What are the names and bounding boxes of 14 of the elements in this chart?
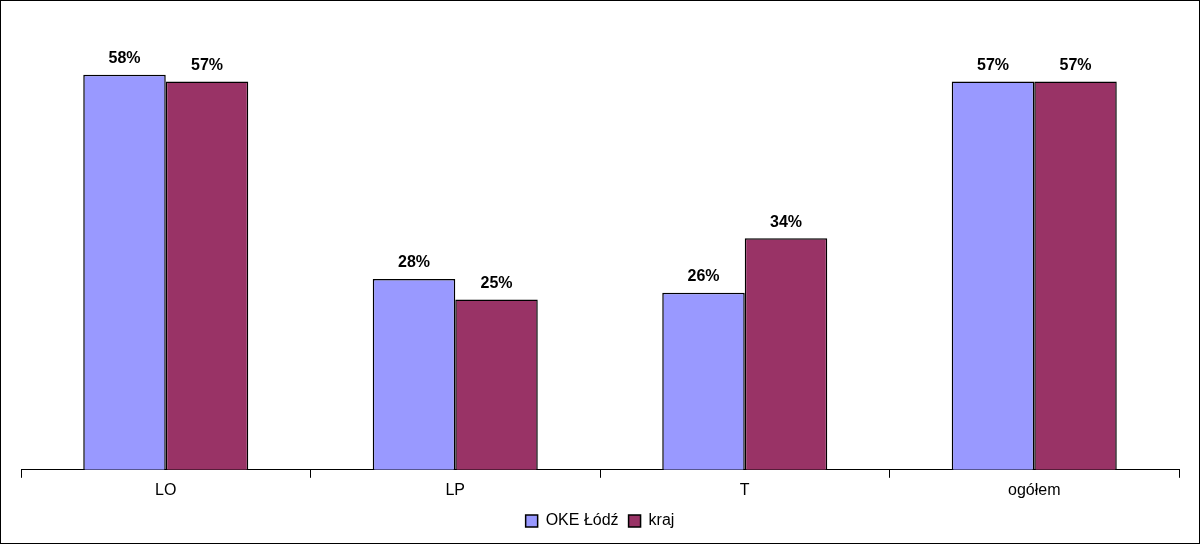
legend-label: kraj (648, 511, 675, 529)
data-label: 34% (769, 212, 803, 230)
data-label: 25% (480, 273, 513, 291)
data-label: 57% (976, 55, 1010, 73)
data-label: 57% (1059, 55, 1092, 73)
x-tick-label: LO (155, 480, 177, 498)
x-tick-label: ogółem (1008, 480, 1061, 498)
x-tick-label: LP (445, 480, 466, 498)
data-label: 28% (397, 253, 431, 271)
data-label: 58% (108, 49, 141, 67)
data-label: 57% (190, 55, 224, 73)
x-tick-label: T (739, 480, 750, 498)
data-label: 26% (687, 267, 720, 285)
legend-label: OKE Łódź (545, 511, 619, 529)
